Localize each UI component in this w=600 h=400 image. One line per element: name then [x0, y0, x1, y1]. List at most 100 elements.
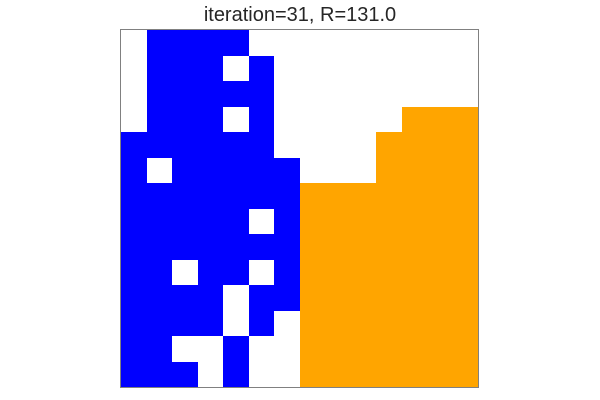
orange-cell [325, 234, 351, 260]
blue-cell [172, 30, 198, 56]
orange-cell [376, 260, 402, 285]
orange-cell [453, 260, 478, 285]
blue-cell [249, 285, 274, 311]
chart-title: iteration=31, R=131.0 [203, 4, 397, 26]
blue-cell [121, 158, 147, 183]
blue-cell [147, 260, 172, 285]
blue-cell [198, 132, 223, 158]
blue-cell [223, 336, 249, 362]
orange-cell [453, 107, 478, 132]
orange-cell [300, 234, 325, 260]
blue-cell [147, 336, 172, 362]
blue-cell [172, 107, 198, 132]
blue-cell [198, 81, 223, 107]
orange-cell [402, 362, 427, 387]
blue-cell [249, 132, 274, 158]
blue-cell [223, 30, 249, 56]
orange-cell [427, 107, 453, 132]
orange-cell [351, 183, 376, 209]
orange-cell [402, 336, 427, 362]
orange-cell [351, 362, 376, 387]
orange-cell [402, 285, 427, 311]
orange-cell [453, 183, 478, 209]
blue-cell [223, 158, 249, 183]
blue-cell [172, 311, 198, 336]
blue-cell [198, 209, 223, 234]
blue-cell [274, 158, 300, 183]
blue-cell [249, 158, 274, 183]
orange-cell [453, 285, 478, 311]
orange-cell [402, 107, 427, 132]
orange-cell [402, 234, 427, 260]
game-board [121, 30, 478, 387]
blue-cell [198, 56, 223, 81]
orange-cell [376, 234, 402, 260]
blue-cell [172, 209, 198, 234]
blue-cell [147, 183, 172, 209]
orange-cell [376, 311, 402, 336]
orange-cell [427, 209, 453, 234]
orange-cell [351, 311, 376, 336]
blue-cell [121, 183, 147, 209]
orange-cell [453, 234, 478, 260]
blue-cell [223, 234, 249, 260]
orange-cell [300, 183, 325, 209]
orange-cell [300, 285, 325, 311]
orange-cell [351, 209, 376, 234]
blue-cell [274, 260, 300, 285]
blue-cell [274, 234, 300, 260]
blue-cell [223, 81, 249, 107]
orange-cell [300, 336, 325, 362]
blue-cell [172, 81, 198, 107]
orange-cell [300, 311, 325, 336]
orange-cell [325, 260, 351, 285]
orange-cell [453, 362, 478, 387]
orange-cell [300, 260, 325, 285]
orange-cell [402, 158, 427, 183]
blue-cell [172, 56, 198, 81]
orange-cell [427, 260, 453, 285]
blue-cell [121, 336, 147, 362]
orange-cell [427, 132, 453, 158]
blue-cell [198, 260, 223, 285]
orange-cell [453, 158, 478, 183]
orange-cell [427, 336, 453, 362]
blue-cell [121, 132, 147, 158]
orange-cell [351, 260, 376, 285]
orange-cell [376, 336, 402, 362]
blue-cell [198, 107, 223, 132]
blue-cell [223, 260, 249, 285]
orange-cell [325, 362, 351, 387]
blue-cell [198, 285, 223, 311]
blue-cell [198, 30, 223, 56]
blue-cell [249, 56, 274, 81]
blue-cell [249, 107, 274, 132]
orange-cell [300, 362, 325, 387]
blue-cell [172, 132, 198, 158]
orange-cell [427, 311, 453, 336]
orange-cell [427, 158, 453, 183]
blue-cell [198, 311, 223, 336]
blue-cell [274, 209, 300, 234]
orange-cell [351, 336, 376, 362]
blue-cell [198, 234, 223, 260]
blue-cell [223, 209, 249, 234]
blue-cell [274, 183, 300, 209]
orange-cell [376, 209, 402, 234]
blue-cell [172, 362, 198, 387]
orange-cell [376, 158, 402, 183]
blue-cell [172, 183, 198, 209]
blue-cell [147, 234, 172, 260]
orange-cell [325, 209, 351, 234]
orange-cell [376, 183, 402, 209]
orange-cell [453, 311, 478, 336]
blue-cell [249, 311, 274, 336]
blue-cell [147, 285, 172, 311]
blue-cell [147, 209, 172, 234]
orange-cell [402, 183, 427, 209]
orange-cell [402, 260, 427, 285]
blue-cell [249, 81, 274, 107]
orange-cell [402, 209, 427, 234]
blue-cell [274, 285, 300, 311]
blue-cell [147, 56, 172, 81]
